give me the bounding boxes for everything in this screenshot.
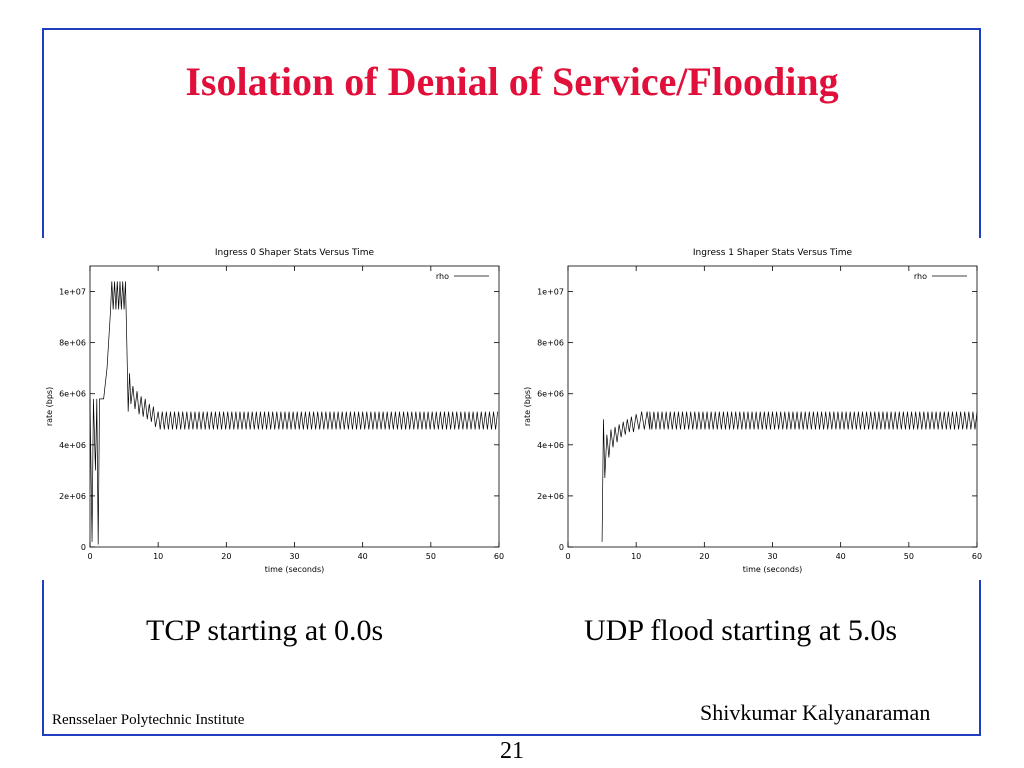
chart1-y-tick-label: 8e+06 [537, 339, 564, 348]
chart1-x-tick-label: 60 [972, 552, 982, 561]
chart0-ylabel: rate (bps) [45, 387, 54, 426]
chart0-x-tick-label: 0 [87, 552, 92, 561]
chart0-x-tick-label: 20 [221, 552, 231, 561]
chart1-y-tick-label: 1e+07 [537, 288, 564, 297]
footer-author: Shivkumar Kalyanaraman [700, 700, 931, 725]
chart1-x-tick-label: 50 [904, 552, 914, 561]
chart0-x-tick-label: 40 [358, 552, 368, 561]
chart-ingress-0-svg: Ingress 0 Shaper Stats Versus Time 0 10 20 3… [45, 248, 504, 574]
footer-institution: Rensselaer Polytechnic Institute [52, 712, 245, 728]
chart1-legend-label: rho [914, 272, 927, 281]
chart0-y-tick-label: 6e+06 [59, 390, 86, 399]
chart-ingress-0: Ingress 0 Shaper Stats Versus Time 0 10 20 3… [42, 238, 517, 580]
chart0-x-tick-label: 10 [153, 552, 163, 561]
slide-frame-top [42, 28, 981, 238]
chart0-title: Ingress 0 Shaper Stats Versus Time [215, 248, 375, 258]
chart0-plot-border [89, 265, 500, 548]
chart0-x-tick-label: 30 [289, 552, 299, 561]
chart0-x-tick-label: 50 [426, 552, 436, 561]
chart0-legend-label: rho [436, 272, 449, 281]
page-number: 21 [500, 738, 524, 764]
chart1-ylabel: rate (bps) [523, 387, 532, 426]
chart1-x-tick-label: 20 [699, 552, 709, 561]
chart1-title: Ingress 1 Shaper Stats Versus Time [693, 248, 853, 258]
chart0-y-tick-label: 0 [81, 543, 86, 552]
chart1-y-tick-label: 2e+06 [537, 492, 564, 501]
chart0-y-tick-label: 8e+06 [59, 339, 86, 348]
chart1-series-rho [601, 411, 978, 542]
chart0-xlabel: time (seconds) [265, 565, 325, 574]
chart1-y-tick-label: 4e+06 [537, 441, 564, 450]
slide-frame-bottom [42, 576, 981, 736]
chart1-x-tick-label: 10 [631, 552, 641, 561]
chart1-x-tick-label: 40 [836, 552, 846, 561]
chart1-x-tick-label: 0 [565, 552, 570, 561]
chart-ingress-1-svg: Ingress 1 Shaper Stats Versus Time 0 10 20 3… [523, 248, 982, 574]
slide-title: Isolation of Denial of Service/Flooding [185, 59, 839, 104]
chart0-x-tick-label: 60 [494, 552, 504, 561]
chart0-series-rho [89, 281, 498, 545]
chart0-y-tick-label: 1e+07 [59, 288, 86, 297]
caption-udp: UDP flood starting at 5.0s [584, 614, 898, 647]
caption-tcp: TCP starting at 0.0s [146, 614, 384, 647]
chart1-plot-border [567, 265, 978, 548]
chart1-xlabel: time (seconds) [743, 565, 803, 574]
chart1-x-tick-label: 30 [767, 552, 777, 561]
chart0-y-tick-label: 2e+06 [59, 492, 86, 501]
chart-ingress-1: Ingress 1 Shaper Stats Versus Time 0 10 20 3… [520, 238, 995, 580]
chart1-y-tick-label: 0 [559, 543, 564, 552]
chart1-y-tick-label: 6e+06 [537, 390, 564, 399]
chart0-y-tick-label: 4e+06 [59, 441, 86, 450]
